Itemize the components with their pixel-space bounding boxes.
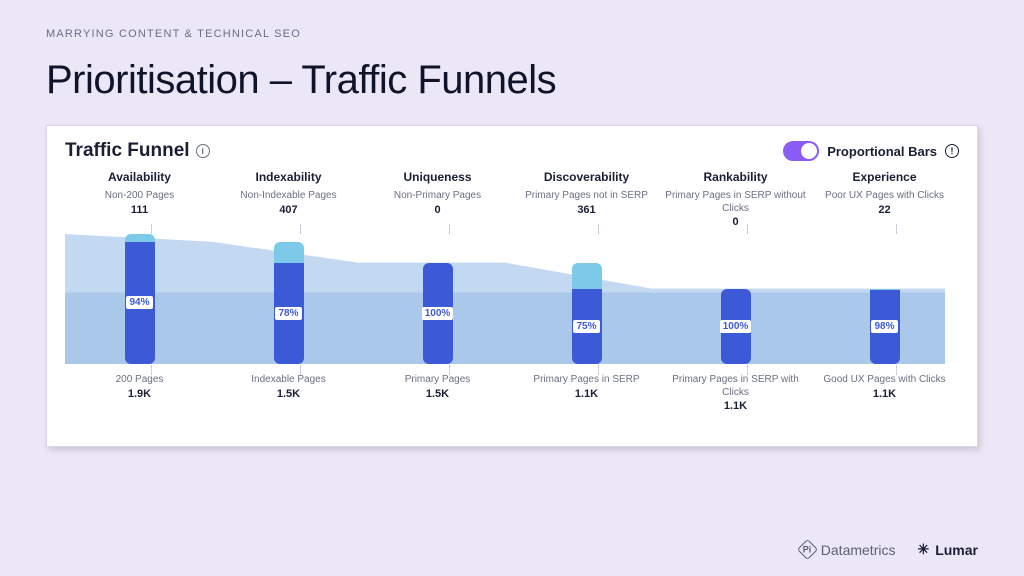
card-title-text: Traffic Funnel xyxy=(65,140,190,162)
card-title: Traffic Funnel i xyxy=(65,140,210,162)
bar-percent-badge: 100% xyxy=(422,307,454,320)
column-top-value: 111 xyxy=(65,204,214,216)
proportional-bars-label: Proportional Bars xyxy=(827,144,937,159)
funnel-bar: 78% xyxy=(274,234,304,364)
funnel-chart: Availability Non-200 Pages111 94% 200 Pages… xyxy=(65,170,959,430)
traffic-funnel-card: Traffic Funnel i Proportional Bars ! Ava… xyxy=(46,125,978,447)
column-bottom-value: 1.1K xyxy=(810,388,959,400)
funnel-column: Discoverability Primary Pages not in SERP… xyxy=(512,170,661,430)
column-top-value: 0 xyxy=(363,204,512,216)
column-top-value: 361 xyxy=(512,204,661,216)
alert-icon[interactable]: ! xyxy=(945,144,959,158)
funnel-column: Availability Non-200 Pages111 94% 200 Pages… xyxy=(65,170,214,430)
column-bottom-label: 200 Pages xyxy=(65,374,214,387)
column-bottom-label: Primary Pages xyxy=(363,374,512,387)
slide-title: Prioritisation – Traffic Funnels xyxy=(46,58,978,103)
funnel-bar: 100% xyxy=(721,234,751,364)
column-header: Rankability xyxy=(661,170,810,184)
column-header: Availability xyxy=(65,170,214,184)
proportional-bars-toggle[interactable] xyxy=(783,141,819,161)
info-icon[interactable]: i xyxy=(196,144,210,158)
column-top-value: 407 xyxy=(214,204,363,216)
column-top-label: Primary Pages not in SERP xyxy=(512,190,661,203)
funnel-column: Uniqueness Non-Primary Pages0 100% Primary … xyxy=(363,170,512,430)
column-top-label: Primary Pages in SERP without Clicks xyxy=(661,190,810,215)
column-bottom-label: Good UX Pages with Clicks xyxy=(810,374,959,387)
column-bottom-value: 1.5K xyxy=(214,388,363,400)
bar-percent-badge: 78% xyxy=(275,307,301,320)
funnel-bar: 98% xyxy=(870,234,900,364)
column-header: Discoverability xyxy=(512,170,661,184)
funnel-bar: 75% xyxy=(572,234,602,364)
column-top-value: 0 xyxy=(661,216,810,228)
funnel-column: Experience Poor UX Pages with Clicks22 98%… xyxy=(810,170,959,430)
bar-percent-badge: 75% xyxy=(573,320,599,333)
funnel-bar: 94% xyxy=(125,234,155,364)
column-top-label: Non-Indexable Pages xyxy=(214,190,363,203)
slide-eyebrow: MARRYING CONTENT & TECHNICAL SEO xyxy=(46,28,978,40)
column-bottom-label: Primary Pages in SERP with Clicks xyxy=(661,374,810,399)
column-bottom-label: Indexable Pages xyxy=(214,374,363,387)
column-header: Uniqueness xyxy=(363,170,512,184)
column-bottom-value: 1.1K xyxy=(661,400,810,412)
funnel-bar: 100% xyxy=(423,234,453,364)
bar-percent-badge: 98% xyxy=(871,320,897,333)
slide-footer: Pi Datametrics ✳ Lumar xyxy=(800,541,978,558)
datametrics-logo: Pi Datametrics xyxy=(800,542,896,558)
lumar-logo: ✳ Lumar xyxy=(917,541,978,558)
bar-percent-badge: 94% xyxy=(126,296,152,309)
column-bottom-label: Primary Pages in SERP xyxy=(512,374,661,387)
lumar-name: Lumar xyxy=(935,542,978,558)
column-header: Experience xyxy=(810,170,959,184)
column-bottom-value: 1.1K xyxy=(512,388,661,400)
datametrics-name: Datametrics xyxy=(821,542,896,558)
column-header: Indexability xyxy=(214,170,363,184)
bar-percent-badge: 100% xyxy=(720,320,752,333)
column-top-value: 22 xyxy=(810,204,959,216)
column-bottom-value: 1.5K xyxy=(363,388,512,400)
column-top-label: Non-Primary Pages xyxy=(363,190,512,203)
funnel-column: Rankability Primary Pages in SERP without… xyxy=(661,170,810,430)
column-top-label: Non-200 Pages xyxy=(65,190,214,203)
funnel-column: Indexability Non-Indexable Pages407 78% Ind… xyxy=(214,170,363,430)
column-bottom-value: 1.9K xyxy=(65,388,214,400)
column-top-label: Poor UX Pages with Clicks xyxy=(810,190,959,203)
